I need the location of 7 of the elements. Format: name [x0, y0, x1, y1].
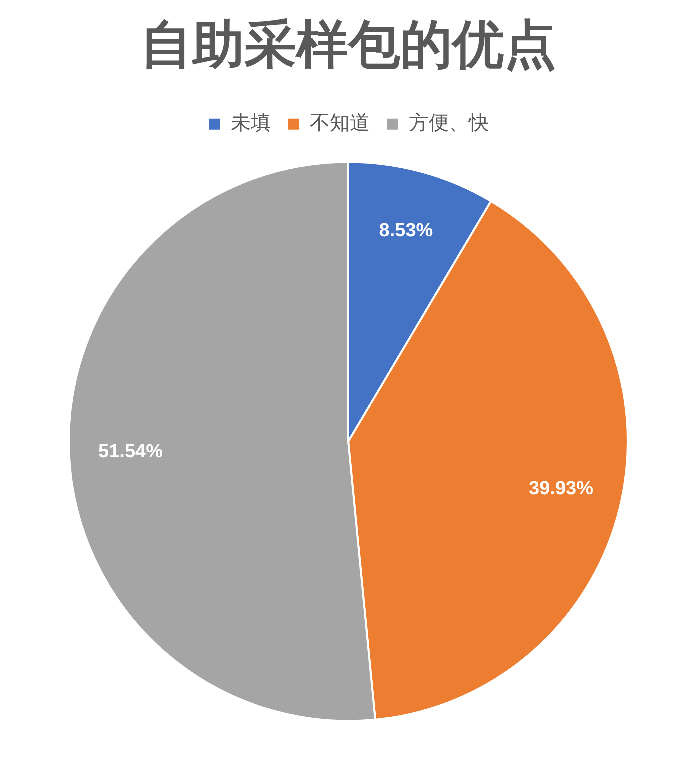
chart-title: 自助采样包的优点 — [140, 16, 556, 76]
legend-label: 方便、快 — [409, 110, 489, 135]
data-label: 51.54% — [98, 441, 164, 462]
data-label: 8.53% — [379, 220, 434, 242]
legend-label: 不知道 — [310, 110, 370, 135]
data-label: 39.93% — [529, 478, 594, 500]
legend-label: 未填 — [231, 110, 271, 135]
